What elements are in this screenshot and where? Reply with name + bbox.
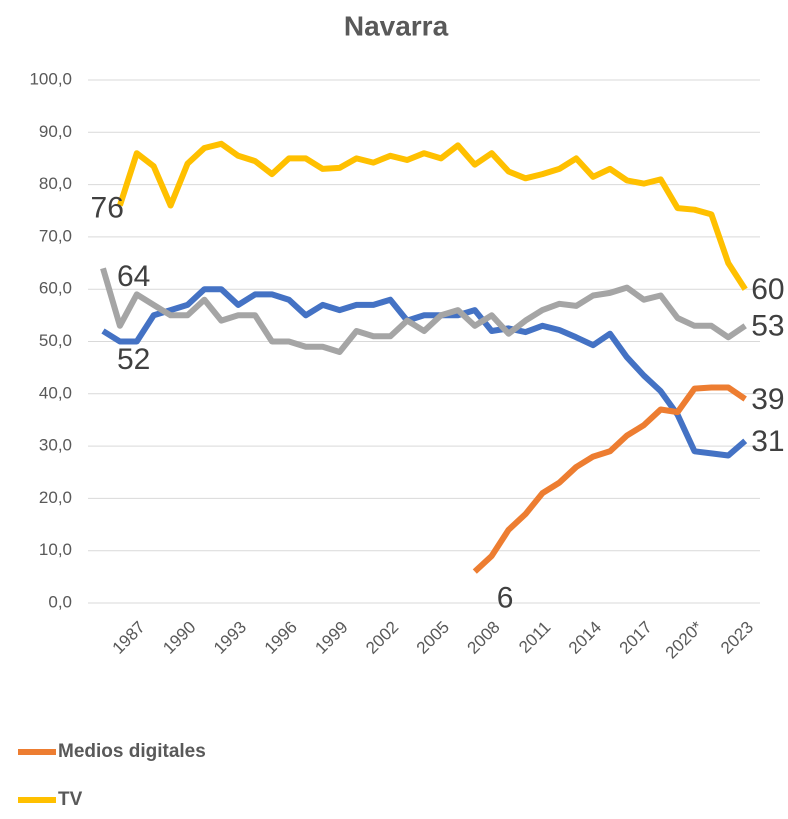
data-label: 64 <box>117 260 150 293</box>
y-tick-label: 60,0 <box>39 279 72 298</box>
x-tick-label: 1999 <box>311 618 351 658</box>
data-label: 53 <box>751 310 784 343</box>
legend-label: Medios digitales <box>58 741 206 762</box>
x-tick-label: 1990 <box>159 618 199 658</box>
y-tick-label: 100,0 <box>29 69 72 88</box>
data-label: 52 <box>117 343 150 376</box>
chart-title: Navarra <box>344 10 449 41</box>
y-tick-label: 80,0 <box>39 174 72 193</box>
data-label: 60 <box>751 273 784 306</box>
x-tick-label: 1996 <box>261 618 301 658</box>
data-label: 31 <box>751 425 784 458</box>
data-label: 76 <box>91 191 124 224</box>
series-line <box>101 286 748 459</box>
y-tick-label: 10,0 <box>39 540 72 559</box>
x-tick-label: 2008 <box>464 618 504 658</box>
x-tick-label: 2020* <box>662 617 707 662</box>
x-tick-label: 2011 <box>515 618 554 657</box>
y-tick-label: 30,0 <box>39 436 72 455</box>
data-label: 39 <box>751 383 784 416</box>
series-line <box>100 267 747 355</box>
y-tick-label: 70,0 <box>39 226 72 245</box>
x-tick-label: 2002 <box>362 618 402 658</box>
series-line <box>472 384 747 574</box>
y-tick-label: 90,0 <box>39 122 72 141</box>
y-tick-label: 50,0 <box>39 331 72 350</box>
x-tick-label: 1987 <box>109 618 149 658</box>
x-tick-label: 2005 <box>413 618 453 658</box>
x-tick-label: 2014 <box>565 618 605 658</box>
data-label: 6 <box>497 582 514 615</box>
y-tick-label: 20,0 <box>39 488 72 507</box>
legend-label: TV <box>58 789 83 810</box>
y-tick-label: 40,0 <box>39 383 72 402</box>
x-tick-label: 2023 <box>717 618 757 658</box>
y-tick-label: 0,0 <box>48 592 72 611</box>
series-line <box>117 140 748 291</box>
x-tick-label: 1993 <box>210 618 250 658</box>
x-tick-label: 2017 <box>616 618 656 658</box>
